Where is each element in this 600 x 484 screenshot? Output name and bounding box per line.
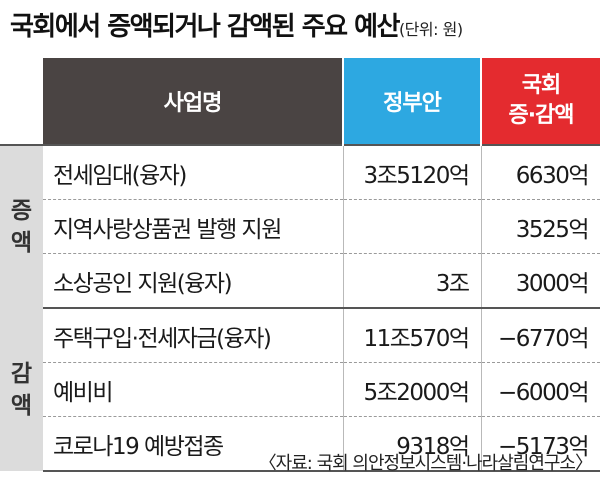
row-government-value: 3조: [343, 253, 482, 309]
row-project-name: 코로나19 예방접종: [43, 416, 344, 472]
group-label-char: 증: [10, 198, 33, 224]
group-label-decrease: 감 액: [0, 308, 43, 471]
table-row: 소상공인 지원(융자) 3조 3000억: [0, 253, 600, 309]
header-assembly-change-line2: 증·감액: [508, 103, 574, 128]
row-project-name: 전세임대(융자): [43, 145, 344, 200]
table-row: 감 액 주택구입·전세자금(융자) 11조570억 −6770억: [0, 308, 600, 471]
header-row: 사업명 정부안 국회 증·감액: [0, 58, 600, 145]
table-row: 지역사랑상품권 발행 지원 3525억: [0, 199, 600, 254]
row-government-value: 9318억: [343, 416, 482, 472]
table-row: 코로나19 예방접종 9318억 −5173억: [0, 416, 600, 472]
group-label-increase: 증 액: [0, 145, 43, 308]
chart-title: 국회에서 증액되거나 감액된 주요 예산(단위: 원): [10, 6, 463, 50]
row-government-value: 11조570억: [343, 308, 482, 363]
header-assembly-change-line1: 국회: [521, 73, 561, 98]
row-change-value: −6000억: [481, 362, 600, 417]
title-text: 국회에서 증액되거나 감액된 주요 예산: [10, 12, 400, 42]
source-note: 〈자료: 국회 의안정보시스템·나라살림연구소〉: [258, 453, 593, 474]
unit-label: (단위: 원): [398, 20, 463, 39]
row-project-name: 소상공인 지원(융자): [43, 253, 344, 309]
group-label-char: 액: [10, 230, 33, 256]
header-assembly-change: 국회 증·감액: [481, 58, 600, 145]
table-row: 예비비 5조2000억 −6000억: [0, 362, 600, 417]
group-label-char: 감: [10, 360, 33, 387]
row-change-value: −5173억: [481, 416, 600, 472]
row-project-name: 주택구입·전세자금(융자): [43, 308, 344, 363]
header-government-proposal: 정부안: [343, 58, 482, 145]
row-project-name: 지역사랑상품권 발행 지원: [43, 199, 344, 254]
row-project-name: 예비비: [43, 362, 344, 417]
row-government-value: 3조5120억: [343, 145, 482, 200]
row-government-value: 5조2000억: [343, 362, 482, 417]
row-change-value: 3000억: [481, 253, 600, 309]
row-change-value: 3525억: [481, 199, 600, 254]
table-row: 증 액 전세임대(융자) 3조5120억 6630억: [0, 145, 600, 308]
budget-table: 사업명 정부안 국회 증·감액 증 액 전세임대(융자) 3조5120억 663…: [0, 58, 600, 472]
row-change-value: −6770억: [481, 308, 600, 363]
row-change-value: 6630억: [481, 145, 600, 200]
header-project-name: 사업명: [43, 58, 344, 145]
group-label-char: 액: [10, 392, 33, 419]
header-blank-cell: [0, 58, 43, 145]
row-government-value: [343, 199, 482, 254]
